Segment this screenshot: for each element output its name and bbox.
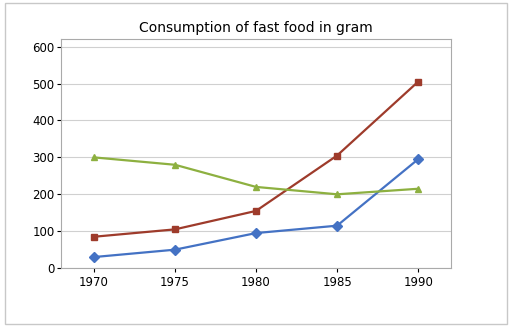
Hamburger xyxy=(334,224,340,228)
Hamburger xyxy=(172,248,178,252)
Line: Fish & Chips: Fish & Chips xyxy=(91,78,421,240)
Hamburger xyxy=(415,157,421,161)
Fish & Chips xyxy=(334,154,340,158)
Line: Pizza: Pizza xyxy=(91,154,421,198)
Fish & Chips xyxy=(253,209,259,213)
Fish & Chips xyxy=(172,227,178,231)
Pizza xyxy=(172,163,178,167)
Title: Consumption of fast food in gram: Consumption of fast food in gram xyxy=(139,21,373,35)
Line: Hamburger: Hamburger xyxy=(91,156,421,261)
Hamburger xyxy=(91,255,97,259)
Hamburger xyxy=(253,231,259,235)
Pizza xyxy=(415,187,421,191)
Legend: Hamburger, Fish & Chips, Pizza: Hamburger, Fish & Chips, Pizza xyxy=(117,324,395,327)
Pizza xyxy=(91,155,97,159)
Fish & Chips xyxy=(415,80,421,84)
Pizza xyxy=(253,185,259,189)
Fish & Chips xyxy=(91,235,97,239)
Pizza xyxy=(334,192,340,196)
